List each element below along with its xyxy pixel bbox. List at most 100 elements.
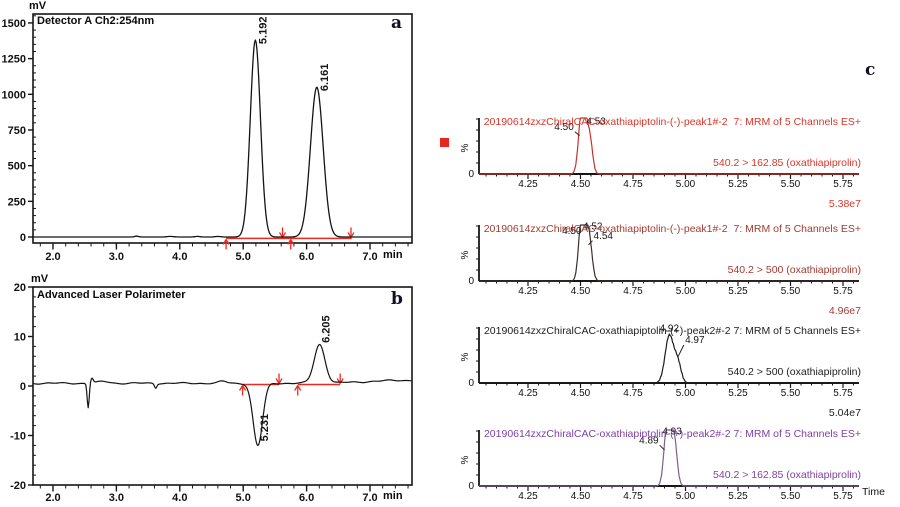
svg-text:4.50: 4.50 — [571, 491, 591, 502]
mrm-4-plot: 4.25 4.50 4.75 5.00 5.25 5.50 5.75 0% 4.894.93 — [460, 427, 859, 502]
panel-c-label: c — [865, 60, 876, 80]
legend-red-square-icon — [440, 138, 449, 147]
mrm-1-sample-line: 20190614zxzChiralCAC-oxathiapiptolin-(-)… — [483, 116, 861, 129]
svg-text:1000: 1000 — [2, 89, 26, 101]
svg-text:4.50: 4.50 — [571, 286, 591, 297]
panel-a-x-unit: min — [383, 249, 403, 261]
svg-text:5.00: 5.00 — [676, 388, 696, 399]
svg-text:7.0: 7.0 — [362, 492, 377, 504]
mrm-3-header: 20190614zxzChiralCAC-oxathiapiptolin-(+)… — [441, 298, 861, 448]
mrm-1-plot: 4.25 4.50 4.75 5.00 5.25 5.50 5.75 0% 4.50 4.53 — [460, 117, 859, 190]
svg-text:4.54: 4.54 — [594, 231, 614, 242]
svg-text:0: 0 — [20, 381, 26, 393]
mrm-4-header: 20190614zxzChiralCAC-oxathiapiptolin-(+)… — [441, 401, 861, 507]
chrom-b-plot: 2.0 3.0 4.0 5.0 6.0 7.0 -20 -10 0 10 20 5.231 6.205 — [10, 282, 413, 504]
svg-text:4.75: 4.75 — [623, 179, 643, 190]
svg-text:7.0: 7.0 — [362, 251, 377, 263]
svg-text:6.0: 6.0 — [299, 492, 314, 504]
svg-text:4.53: 4.53 — [586, 117, 606, 128]
svg-text:10: 10 — [14, 332, 26, 344]
svg-text:5.25: 5.25 — [728, 179, 748, 190]
svg-text:6.161: 6.161 — [319, 64, 331, 92]
panel-a-y-unit: mV — [29, 0, 47, 12]
panel-a-label: a — [391, 13, 403, 33]
svg-text:5.00: 5.00 — [676, 286, 696, 297]
mrm-3-intensity: 5.04e7 — [828, 406, 861, 419]
mrm-2-sample-line: 20190614zxzChiralCAC-oxathiapiptolin-(-)… — [483, 223, 861, 236]
mrm-1-transition-line: 540.2 > 162.85 (oxathiapiprolin) — [713, 156, 861, 169]
svg-text:0: 0 — [468, 169, 474, 180]
svg-text:5.50: 5.50 — [781, 491, 801, 502]
mrm-1-intensity: 5.38e7 — [828, 197, 861, 210]
svg-text:-10: -10 — [10, 431, 26, 443]
svg-text:4.50: 4.50 — [571, 179, 591, 190]
svg-text:5.25: 5.25 — [728, 491, 748, 502]
svg-text:5.00: 5.00 — [676, 491, 696, 502]
svg-text:5.75: 5.75 — [833, 491, 853, 502]
mrm-4-transition-line: 540.2 > 162.85 (oxathiapiprolin) — [713, 468, 861, 481]
svg-text:5.25: 5.25 — [728, 286, 748, 297]
svg-text:5.75: 5.75 — [833, 286, 853, 297]
svg-text:4.25: 4.25 — [518, 286, 538, 297]
svg-text:3.0: 3.0 — [109, 492, 124, 504]
svg-text:4.50: 4.50 — [554, 122, 574, 133]
mrm-3-plot: 4.25 4.50 4.75 5.00 5.25 5.50 5.75 0% 4.92 4.97 — [460, 324, 859, 399]
svg-text:1250: 1250 — [2, 54, 26, 66]
svg-text:4.97: 4.97 — [685, 335, 705, 346]
svg-text:4.25: 4.25 — [518, 179, 538, 190]
panel-b-x-unit: min — [383, 490, 403, 502]
mrm-2-transition-line: 540.2 > 500 (oxathiapiprolin) — [727, 263, 861, 276]
svg-text:4.50: 4.50 — [562, 226, 582, 237]
svg-text:4.75: 4.75 — [623, 491, 643, 502]
panel-b-label: b — [391, 289, 403, 309]
svg-text:5.75: 5.75 — [833, 179, 853, 190]
svg-text:250: 250 — [8, 196, 26, 208]
mrm-2-header: 20190614zxzChiralCAC-oxathiapiptolin-(-)… — [441, 196, 861, 346]
time-axis-label: Time — [862, 486, 885, 498]
svg-text:%: % — [460, 352, 471, 361]
svg-text:%: % — [460, 455, 471, 464]
svg-text:%: % — [460, 250, 471, 259]
svg-text:6.0: 6.0 — [299, 251, 314, 263]
mrm-4-sample-line: 20190614zxzChiralCAC-oxathiapiptolin-(+)… — [483, 428, 861, 441]
panel-b-y-unit: mV — [31, 273, 49, 285]
svg-text:4.93: 4.93 — [662, 427, 682, 438]
svg-text:4.50: 4.50 — [571, 388, 591, 399]
svg-text:1500: 1500 — [2, 18, 26, 30]
svg-text:5.0: 5.0 — [236, 492, 251, 504]
svg-text:500: 500 — [8, 161, 26, 173]
mrm-2-intensity: 4.96e7 — [828, 304, 861, 317]
svg-text:4.92: 4.92 — [660, 324, 680, 335]
svg-text:5.231: 5.231 — [259, 414, 271, 442]
svg-text:5.50: 5.50 — [781, 179, 801, 190]
svg-text:-20: -20 — [10, 480, 26, 492]
mrm-3-transition-line: 540.2 > 500 (oxathiapiprolin) — [727, 365, 861, 378]
svg-text:0: 0 — [468, 378, 474, 389]
svg-text:0: 0 — [468, 276, 474, 287]
svg-text:4.25: 4.25 — [518, 491, 538, 502]
svg-text:6.205: 6.205 — [321, 315, 333, 343]
svg-text:4.75: 4.75 — [623, 388, 643, 399]
mrm-2-plot: 4.25 4.50 4.75 5.00 5.25 5.50 5.750%4.50 4.524.… — [460, 222, 859, 297]
svg-text:5.192: 5.192 — [257, 17, 269, 45]
svg-text:20: 20 — [14, 282, 26, 294]
mrm-1-header: 20190614zxzChiralCAC-oxathiapiptolin-(-)… — [441, 89, 861, 239]
svg-text:4.52: 4.52 — [583, 222, 603, 233]
panel-b-title: Advanced Laser Polarimeter — [37, 289, 186, 301]
svg-text:4.89: 4.89 — [639, 435, 659, 446]
mrm-3-sample-line: 20190614zxzChiralCAC-oxathiapiptolin-(+)… — [483, 325, 861, 338]
svg-text:5.25: 5.25 — [728, 388, 748, 399]
svg-text:5.00: 5.00 — [676, 179, 696, 190]
svg-text:0: 0 — [20, 232, 26, 244]
svg-text:2.0: 2.0 — [45, 492, 60, 504]
svg-text:4.75: 4.75 — [623, 286, 643, 297]
svg-text:5.50: 5.50 — [781, 388, 801, 399]
svg-text:5.50: 5.50 — [781, 286, 801, 297]
svg-text:2.0: 2.0 — [45, 251, 60, 263]
svg-text:3.0: 3.0 — [109, 251, 124, 263]
svg-text:0: 0 — [468, 481, 474, 492]
chrom-a-plot: 2.0 3.0 4.0 5.0 6.0 7.0 0 250 500 750 1000 1250 1500… — [2, 13, 413, 263]
svg-text:4.0: 4.0 — [172, 251, 187, 263]
